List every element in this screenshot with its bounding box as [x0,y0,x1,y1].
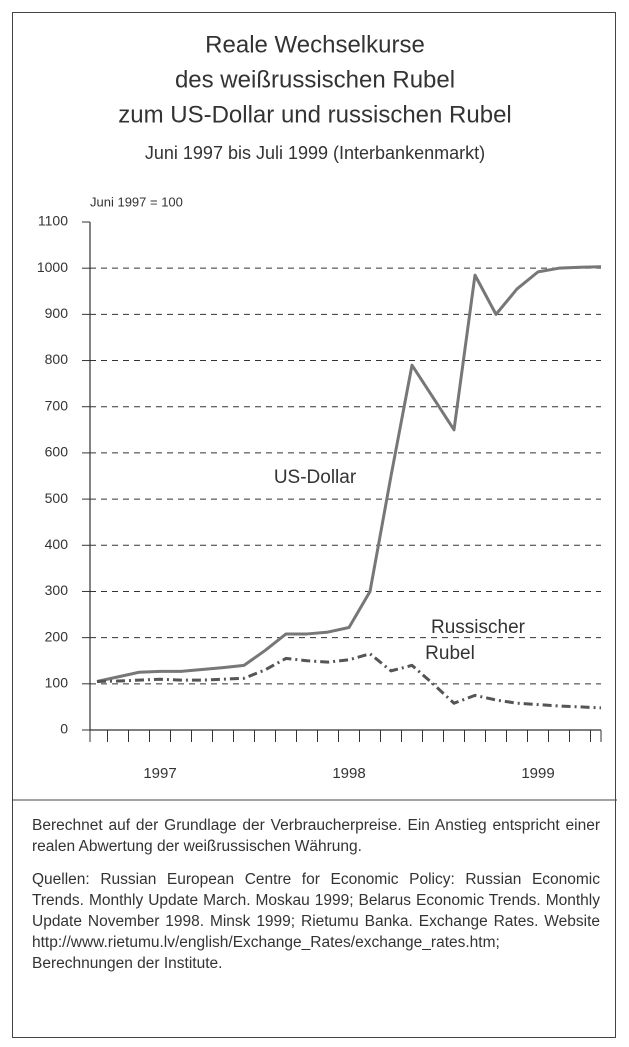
series-annotation: Russischer Rubel [425,617,525,664]
chart-title: Reale Wechselkurse [205,31,425,58]
series-line [96,265,602,683]
chart: Reale Wechselkurse des weißrussischen Ru… [12,31,617,801]
x-tick-label: 1998 [332,765,365,782]
y-tick-label: 1000 [37,259,68,275]
series-annotation: US-Dollar [274,467,357,488]
y-axis-label: Juni 1997 = 100 [90,194,183,209]
y-tick-label: 600 [45,444,69,460]
y-tick-label: 800 [45,351,69,367]
y-tick-label: 500 [45,490,69,506]
note: Quellen: Russian European Centre for Eco… [32,871,600,972]
y-tick-label: 100 [45,675,69,691]
chart-title: zum US-Dollar und russischen Rubel [118,101,512,128]
notes: Berechnet auf der Grundlage der Verbrauc… [32,815,600,986]
chart-title: des weißrussischen Rubel [175,66,455,93]
chart-subtitle: Juni 1997 bis Juli 1999 (Interbankenmark… [145,143,485,163]
x-tick-label: 1999 [521,765,554,782]
frame [12,12,616,1038]
note: Berechnet auf der Grundlage der Verbrauc… [32,817,600,855]
y-tick-label: 700 [45,397,69,413]
y-tick-label: 900 [45,305,69,321]
series-line [96,652,602,710]
y-tick-label: 400 [45,536,69,552]
y-tick-label: 1100 [38,213,68,229]
y-tick-label: 300 [45,582,69,598]
y-tick-label: 200 [45,628,69,644]
y-tick-label: 0 [60,721,68,737]
x-tick-label: 1997 [143,765,176,782]
